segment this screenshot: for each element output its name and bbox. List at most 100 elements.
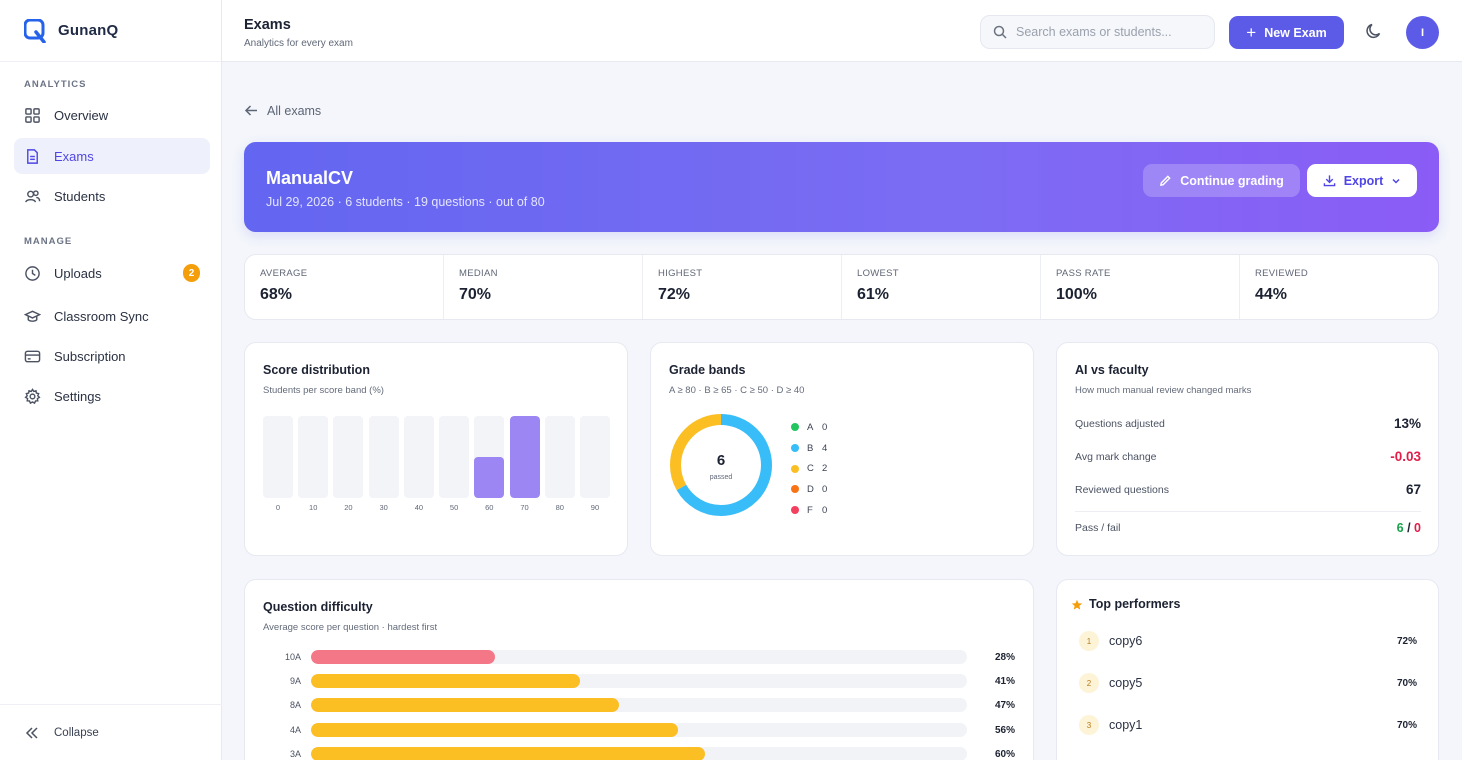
brand[interactable]: GunanQ (0, 0, 221, 62)
distribution-bar-track[interactable] (368, 416, 399, 498)
export-button[interactable]: Export (1307, 164, 1417, 197)
legend-label: F (807, 504, 813, 516)
stat-average: AVERAGE 68% (245, 255, 444, 319)
sidebar-item-label: Students (54, 188, 106, 204)
new-exam-label: New Exam (1264, 25, 1327, 40)
performer-row[interactable]: 1 copy6 72% (1079, 629, 1417, 653)
difficulty-track (311, 698, 967, 712)
double-chevron-left-icon (25, 726, 38, 739)
sidebar-item-settings[interactable]: Settings (14, 378, 210, 414)
avatar[interactable]: I (1406, 16, 1439, 49)
question-label: 10A (284, 652, 301, 662)
difficulty-track (311, 723, 967, 737)
distribution-tick-label: 0 (275, 503, 281, 512)
stat-label: MEDIAN (459, 268, 498, 279)
card-title: AI vs faculty (1075, 363, 1149, 377)
arrow-left-icon (244, 105, 257, 116)
chevron-down-icon (1392, 178, 1400, 184)
card-title: Top performers (1089, 597, 1181, 611)
card-title: Grade bands (669, 363, 746, 377)
nav-section-analytics: ANALYTICS (24, 79, 87, 90)
sidebar-item-exams[interactable]: Exams (14, 138, 210, 174)
difficulty-row[interactable]: 3A 60% (263, 744, 1015, 760)
grade-bands-card: Grade bands A ≥ 80 · B ≥ 65 · C ≥ 50 · D… (650, 342, 1034, 556)
back-link-label: All exams (267, 103, 322, 118)
credit-card-icon (24, 350, 41, 362)
performer-row[interactable]: 3 copy1 70% (1079, 713, 1417, 737)
export-label: Export (1343, 173, 1384, 188)
sidebar-item-subscription[interactable]: Subscription (14, 338, 210, 374)
sidebar-item-overview[interactable]: Overview (14, 97, 210, 133)
legend-label: B (807, 442, 814, 454)
sidebar-item-uploads[interactable]: Uploads 2 (14, 255, 210, 291)
rank-badge: 1 (1079, 631, 1099, 651)
difficulty-row[interactable]: 8A 47% (263, 695, 1015, 715)
legend-dot (791, 444, 799, 453)
difficulty-row[interactable]: 9A 41% (263, 671, 1015, 691)
back-link[interactable]: All exams (244, 103, 321, 118)
uploads-badge: 2 (183, 264, 200, 282)
search-icon (993, 25, 1007, 39)
difficulty-bar (311, 650, 495, 664)
distribution-bar-track[interactable] (298, 416, 329, 498)
sidebar-item-label: Subscription (54, 348, 126, 364)
difficulty-row[interactable]: 10A 28% (263, 647, 1015, 667)
nav-section-manage: MANAGE (24, 236, 73, 247)
distribution-bar-track[interactable] (509, 416, 540, 498)
legend-dot (791, 423, 799, 432)
performer-name: copy5 (1109, 676, 1143, 690)
sidebar-item-students[interactable]: Students (14, 178, 210, 214)
new-exam-button[interactable]: + New Exam (1229, 16, 1344, 49)
distribution-bar-track[interactable] (403, 416, 434, 498)
pass-fail-separator: / (1407, 521, 1411, 535)
collapse-button[interactable]: Collapse (0, 704, 222, 760)
stat-median: MEDIAN 70% (444, 255, 643, 319)
card-title: Score distribution (263, 363, 370, 377)
difficulty-row[interactable]: 4A 56% (263, 720, 1015, 740)
legend-value: 2 (822, 463, 828, 475)
distribution-bar-track[interactable] (439, 416, 470, 498)
stat-label: REVIEWED (1255, 268, 1309, 279)
distribution-tick-label: 10 (309, 503, 318, 512)
distribution-bar-track[interactable] (263, 416, 293, 498)
question-label: 4A (289, 725, 301, 735)
difficulty-bar (311, 698, 620, 712)
legend-value: 0 (822, 421, 828, 433)
donut-slice-c[interactable] (670, 414, 772, 516)
users-icon (25, 189, 41, 202)
search-input[interactable] (1016, 25, 1206, 39)
continue-grading-button[interactable]: Continue grading (1143, 164, 1300, 197)
performer-row[interactable]: 2 copy5 70% (1079, 671, 1417, 695)
sidebar-item-classroom-sync[interactable]: Classroom Sync (14, 298, 210, 334)
search-box[interactable] (980, 15, 1215, 49)
moon-icon[interactable] (1365, 22, 1383, 40)
ai-row-value: 67 (1405, 482, 1421, 497)
distribution-bar-track[interactable] (333, 416, 364, 498)
difficulty-bar (311, 723, 679, 737)
distribution-bar-track[interactable] (474, 416, 505, 498)
card-subtitle: Students per score band (%) (263, 385, 384, 396)
ai-row-reviewed-questions: Reviewed questions 67 (1075, 482, 1421, 497)
distribution-bar-track[interactable] (544, 416, 575, 498)
stat-pass-rate: PASS RATE 100% (1041, 255, 1240, 319)
sidebar-item-label: Classroom Sync (54, 308, 149, 324)
legend-label: C (807, 463, 814, 475)
distribution-bar-track[interactable] (579, 416, 610, 498)
sidebar-item-label: Overview (54, 107, 109, 123)
performer-score: 72% (1396, 635, 1417, 647)
distribution-tick-label: 60 (485, 503, 494, 512)
stat-reviewed: REVIEWED 44% (1240, 255, 1438, 319)
gear-icon (24, 387, 41, 404)
distribution-bars (263, 416, 610, 498)
plus-icon: + (1246, 22, 1257, 42)
question-label: 9A (289, 676, 301, 686)
stat-value: 72% (658, 286, 691, 303)
stat-label: LOWEST (857, 268, 899, 279)
stat-label: HIGHEST (658, 268, 703, 279)
grid-icon (25, 107, 40, 123)
page-title: Exams (244, 17, 291, 33)
